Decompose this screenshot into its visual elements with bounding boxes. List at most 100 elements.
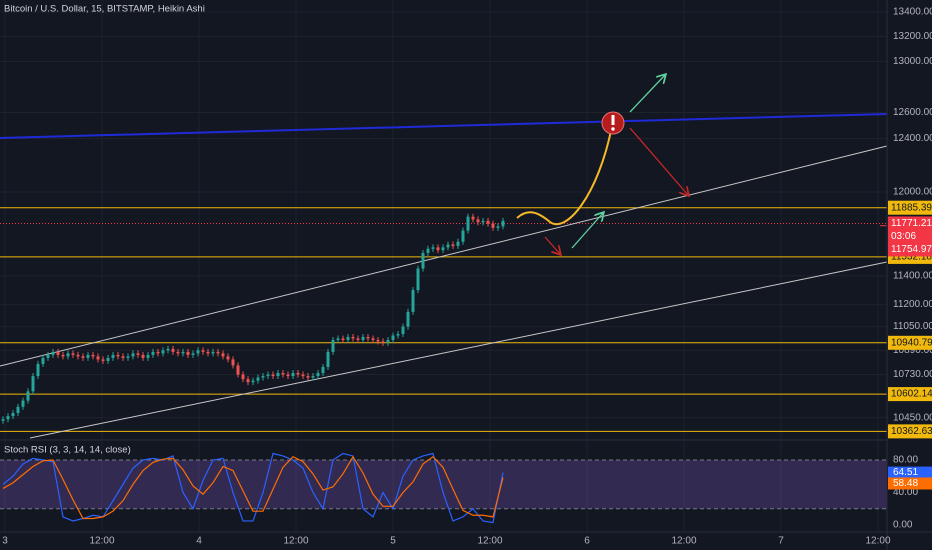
candle-body — [11, 413, 15, 417]
candle-body — [326, 351, 330, 367]
candle-body — [356, 338, 360, 340]
candle-body — [451, 244, 455, 247]
axis-labels: 3 12:00 4 12:00 5 12:00 6 12:00 7 12:00 13400.00 13… — [2, 7, 932, 547]
price-label-box — [888, 242, 932, 257]
y-tick-label: 11200.00 — [893, 299, 932, 310]
candle-body — [441, 247, 445, 251]
x-tick-label: 12:00 — [865, 536, 890, 547]
candle-body — [76, 354, 80, 357]
projection — [516, 75, 688, 254]
candle-body — [46, 354, 50, 358]
y-tick-label: 11050.00 — [893, 321, 932, 332]
candle-body — [461, 230, 465, 242]
candle-body — [426, 248, 430, 253]
candle-body — [16, 406, 20, 414]
candle-body — [71, 353, 75, 355]
candle-body — [226, 356, 230, 360]
price-label-box — [888, 424, 932, 439]
y-tick-label: 10730.00 — [893, 369, 932, 380]
candle-body — [276, 373, 280, 377]
price-label: 11754.97 — [891, 244, 932, 255]
candle-body — [311, 376, 315, 378]
candle-body — [171, 348, 175, 352]
candle-body — [126, 356, 130, 358]
x-tick-label: 12:00 — [89, 536, 114, 547]
price-axis — [887, 0, 932, 550]
price-label-box — [888, 200, 932, 215]
stoch-line — [2, 455, 504, 520]
x-tick-label: 12:00 — [283, 536, 308, 547]
candle-body — [411, 290, 415, 312]
price-label-box — [888, 229, 932, 244]
x-tick-label: 3 — [2, 536, 8, 547]
price-label: 10940.79 — [891, 337, 932, 348]
y-tick-label: 12000.00 — [893, 187, 932, 198]
candle-body — [266, 374, 270, 377]
candle-body — [366, 336, 370, 339]
stoch-label-box — [888, 477, 932, 490]
price-label: 10602.14 — [891, 389, 932, 400]
price-label: 11532.18 — [891, 252, 932, 263]
price-label: 11885.39 — [891, 202, 932, 213]
candle-body — [196, 350, 200, 354]
chart-title: Bitcoin / U.S. Dollar, 15, BITSTAMP, Hei… — [4, 4, 205, 15]
candle-body — [416, 268, 420, 291]
candle-body — [446, 244, 450, 248]
indicator-title: Stoch RSI (3, 3, 14, 14, close) — [4, 445, 131, 456]
candle-body — [81, 356, 85, 358]
candle-body — [146, 354, 150, 358]
candle-body — [201, 350, 205, 352]
candle-body — [106, 357, 110, 361]
warning-icon — [601, 111, 625, 135]
candle-body — [206, 351, 210, 354]
candle-body — [301, 374, 305, 377]
candle-body — [41, 357, 45, 364]
candle-body — [61, 354, 65, 357]
candle-body — [101, 359, 105, 361]
candle-body — [131, 353, 135, 357]
candle-body — [1, 419, 5, 421]
candle-body — [481, 220, 485, 223]
candle-body — [371, 338, 375, 340]
x-tick-label: 4 — [196, 536, 202, 547]
candle-body — [261, 376, 265, 378]
x-tick-label: 7 — [778, 536, 784, 547]
channel-line — [29, 261, 888, 439]
candle-body — [316, 373, 320, 377]
candle-body — [486, 220, 490, 224]
candle-body — [286, 374, 290, 377]
y-tick-label: 10890.00 — [893, 345, 932, 356]
resistance-line — [0, 113, 888, 139]
candle-body — [51, 351, 55, 355]
stoch-line — [2, 452, 504, 524]
candle-body — [431, 247, 435, 249]
y-tick-label: 13400.00 — [893, 7, 932, 18]
projection-curve — [516, 125, 613, 225]
candle-body — [26, 391, 30, 401]
price-label: 10362.63 — [891, 426, 932, 437]
candles — [1, 213, 505, 424]
candle-body — [381, 341, 385, 343]
arrow-up — [629, 75, 665, 113]
candle-body — [156, 351, 160, 354]
candle-body — [346, 336, 350, 340]
candle-body — [361, 336, 365, 340]
y-tick-label: 40.00 — [893, 487, 918, 498]
x-tick-label: 5 — [390, 536, 396, 547]
stoch-pane: Stoch RSI (3, 3, 14, 14, close) — [0, 445, 887, 524]
candle-body — [161, 350, 165, 354]
arrow-down — [544, 236, 560, 254]
candle-body — [281, 373, 285, 375]
candle-body — [271, 374, 275, 377]
candle-body — [336, 338, 340, 340]
candle-body — [396, 333, 400, 336]
candle-body — [496, 226, 500, 228]
candle-body — [21, 400, 25, 407]
candle-body — [141, 354, 145, 358]
y-tick-label: 11400.00 — [893, 270, 932, 281]
y-tick-label: 12600.00 — [893, 107, 932, 118]
price-label: 03:06 — [891, 231, 916, 242]
candle-body — [421, 252, 425, 269]
